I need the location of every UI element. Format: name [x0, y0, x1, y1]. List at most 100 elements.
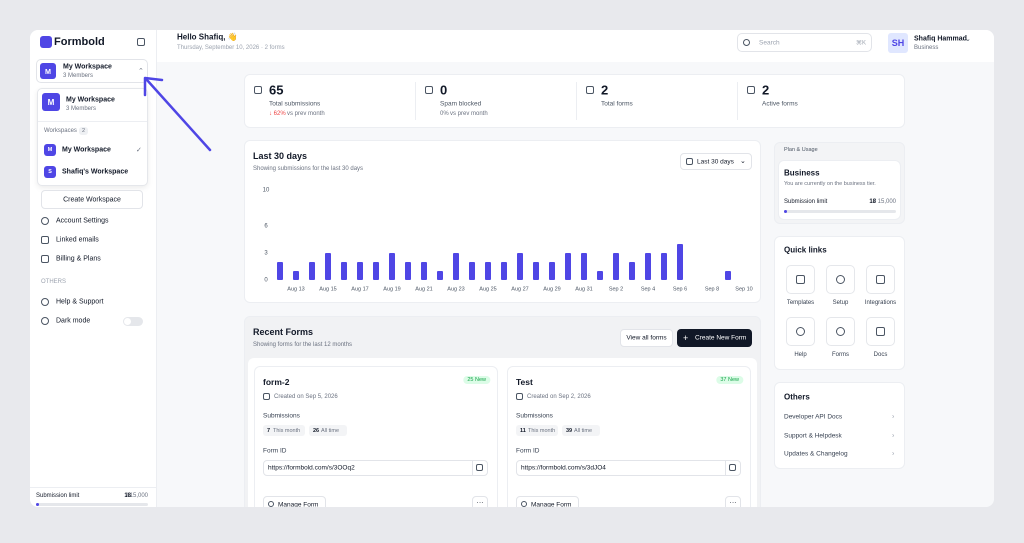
bar [725, 271, 731, 280]
stat-chip [562, 425, 600, 436]
bar [421, 262, 427, 280]
stat-chip [309, 425, 347, 436]
copy-button[interactable] [725, 460, 741, 476]
search-shortcut: ⌘K [855, 40, 866, 47]
app: Formbold M My Workspace 3 Members ⌃ M My Works… [30, 30, 994, 507]
submissions-label: Submissions [516, 412, 553, 420]
recent-forms-subtitle: Showing forms for the last 12 months [253, 342, 353, 348]
bar [405, 262, 411, 280]
x-tick-label: Aug 21 [415, 286, 432, 292]
divider [38, 121, 147, 122]
menu-item[interactable]: Billing & Plans [56, 255, 101, 263]
create-form-button[interactable] [677, 329, 752, 347]
bar [613, 253, 619, 280]
others-link[interactable]: Support & Helpdesk [784, 432, 842, 439]
user-name: Shafiq Hammad [914, 35, 967, 43]
manage-label: Manage Form [531, 501, 572, 508]
dark-mode-toggle[interactable] [123, 317, 143, 326]
menu-item[interactable]: Linked emails [56, 236, 99, 244]
icon [686, 158, 693, 165]
form-id-label: Form ID [516, 447, 540, 455]
x-tick-label: Aug 27 [511, 286, 528, 292]
menu-item[interactable]: Dark mode [56, 317, 91, 325]
submissions-label: Submissions [263, 412, 300, 420]
avatar: M [44, 144, 56, 156]
form-url: https://formbold.com/s/3OOq2 [268, 464, 355, 472]
others-chevron: › [892, 432, 895, 439]
bar [581, 253, 587, 280]
chip-label: All time [321, 427, 340, 434]
quick-link[interactable] [786, 265, 815, 294]
stat-divider [576, 82, 577, 120]
menu-item[interactable]: Account Settings [56, 217, 109, 225]
form-badge: 25 New [463, 376, 490, 384]
manage-button[interactable] [516, 496, 579, 507]
copy-button[interactable] [472, 460, 488, 476]
header-subtitle: Thursday, September 10, 2026 · 2 forms [177, 45, 285, 51]
more-button[interactable] [725, 496, 741, 507]
icon [796, 327, 805, 336]
view-all-button[interactable] [620, 329, 673, 347]
chip-value: 26 [313, 427, 320, 434]
create-form-plus: + [683, 333, 689, 343]
x-tick-label: Aug 29 [543, 286, 560, 292]
limit-label: Submission limit [36, 493, 80, 499]
others-title: Others [784, 392, 810, 402]
limit-total: / 15,000 [126, 493, 148, 499]
bar [341, 262, 347, 280]
quick-link[interactable] [866, 317, 895, 346]
bar [325, 253, 331, 280]
form-created: Created on Sep 5, 2026 [274, 394, 338, 400]
others-chevron: › [892, 413, 895, 421]
stat-divider [737, 82, 738, 120]
manage-button[interactable] [263, 496, 326, 507]
bar [517, 253, 523, 280]
more-button[interactable] [472, 496, 488, 507]
toggle-knob [124, 318, 131, 325]
others-link[interactable]: Developer API Docs [784, 413, 843, 421]
icon [521, 501, 527, 507]
chart-filter[interactable] [680, 153, 752, 170]
form-created: Created on Sep 2, 2026 [527, 394, 591, 400]
plan-header: Plan & Usage [784, 147, 818, 153]
quick-links-card [774, 236, 905, 370]
plan-limit-total: / 15,000 [874, 199, 896, 205]
search-box[interactable] [737, 33, 872, 52]
icon [268, 501, 274, 507]
avatar: M [42, 93, 60, 111]
quick-link[interactable] [866, 265, 895, 294]
form-url: https://formbold.com/s/3dJO4 [521, 464, 606, 472]
form-name: form-2 [263, 377, 290, 387]
bar [453, 253, 459, 280]
plan-limit-label: Submission limit [784, 199, 828, 205]
chart-title: Last 30 days [253, 151, 308, 161]
stat-value: 65 [269, 82, 284, 98]
icon [516, 393, 523, 400]
bar [677, 244, 683, 280]
form-badge: 37 New [716, 376, 743, 384]
quick-links-title: Quick links [784, 245, 827, 255]
create-workspace-button[interactable] [41, 190, 143, 209]
chevron: ⌃ [138, 68, 144, 75]
bar [469, 262, 475, 280]
others-link[interactable]: Updates & Changelog [784, 450, 848, 458]
icon [836, 327, 845, 336]
form-url-field [263, 460, 488, 476]
stat-label: Total submissions [269, 100, 321, 108]
x-tick-label: Aug 19 [383, 286, 400, 292]
icon [586, 86, 594, 94]
icon [41, 317, 49, 325]
bar [293, 271, 299, 280]
check: ✓ [136, 147, 142, 154]
y-tick-label: 10 [263, 188, 270, 194]
plan-name: Business [784, 168, 820, 178]
bar [645, 253, 651, 280]
bar [597, 271, 603, 280]
y-tick-label: 6 [264, 224, 268, 230]
stat-value: 2 [762, 82, 770, 98]
chip-value: 39 [566, 427, 573, 434]
menu-item[interactable]: Help & Support [56, 298, 104, 306]
create-form-label: Create New Form [695, 334, 747, 342]
icon [876, 275, 885, 284]
quick-link-label: Docs [873, 352, 888, 358]
